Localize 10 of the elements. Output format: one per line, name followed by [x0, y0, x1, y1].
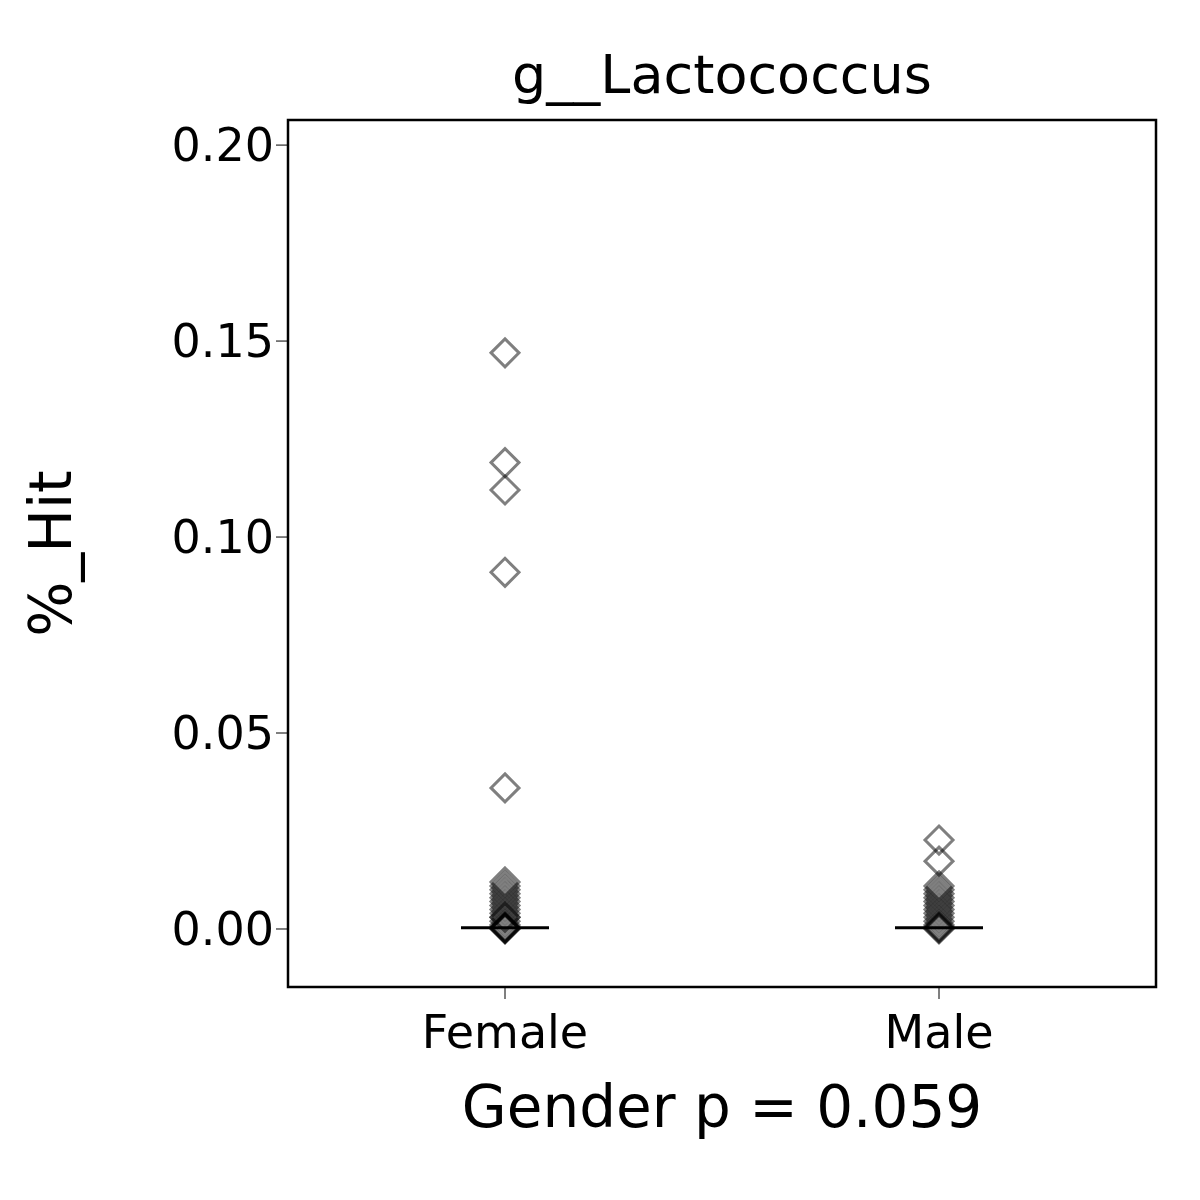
y-tick-label: 0.00	[171, 902, 274, 957]
x-axis-title: Gender p = 0.059	[461, 1073, 983, 1141]
y-tick-label: 0.05	[171, 706, 274, 761]
y-tick-label: 0.10	[171, 510, 274, 565]
x-tick-label: Male	[884, 1004, 994, 1059]
y-axis-title: %_Hit	[16, 470, 85, 637]
y-tick-label: 0.15	[171, 314, 274, 369]
y-tick-label: 0.20	[171, 118, 274, 173]
chart-title: g__Lactococcus	[511, 42, 933, 108]
x-tick-label: Female	[421, 1004, 589, 1059]
